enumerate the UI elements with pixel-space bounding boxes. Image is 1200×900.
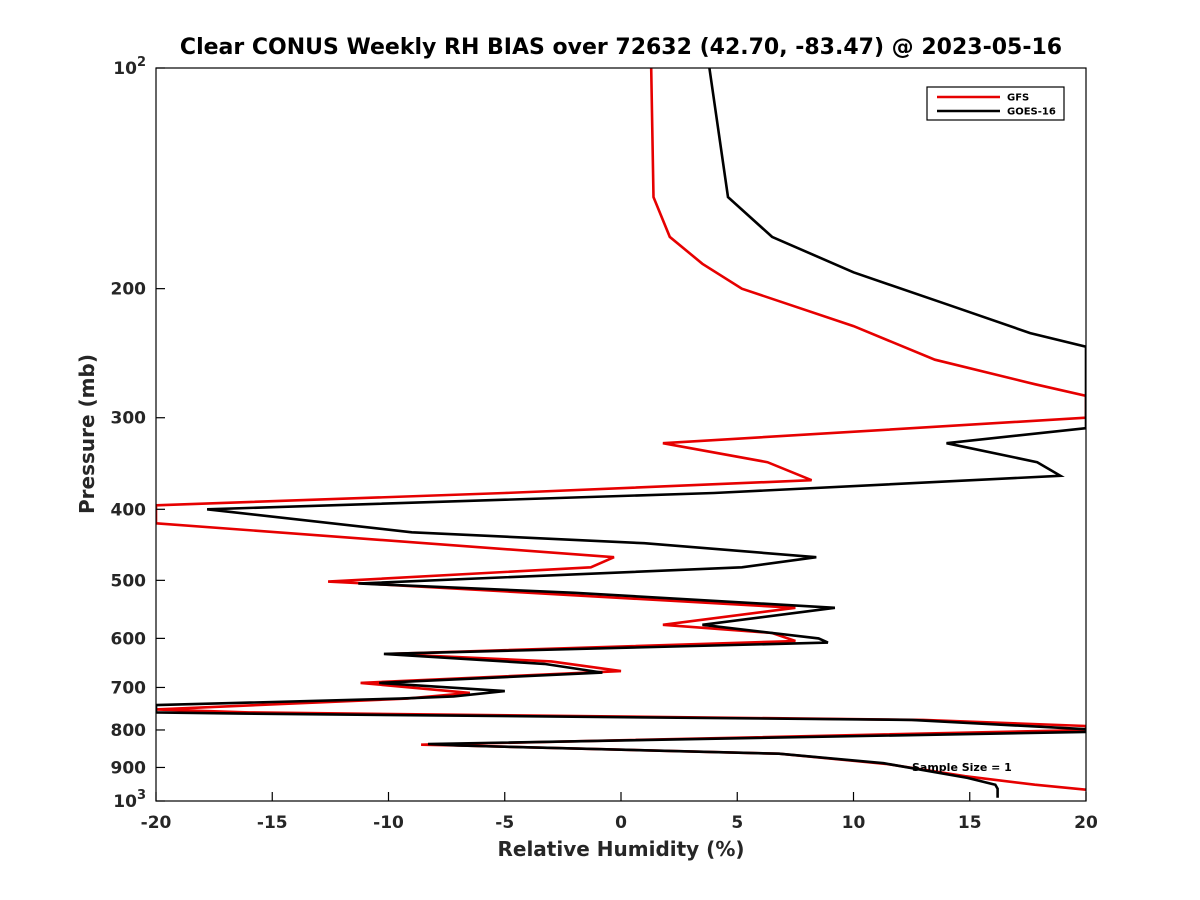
y-axis-label: Pressure (mb) bbox=[75, 354, 99, 514]
x-tick-label: -15 bbox=[257, 813, 288, 833]
legend-box bbox=[926, 86, 1065, 121]
legend-label: GFS bbox=[1007, 93, 1029, 104]
x-tick-label: 20 bbox=[1074, 813, 1098, 833]
annotation-sample-size: Sample Size = 1 bbox=[912, 761, 1012, 774]
x-axis-label: Relative Humidity (%) bbox=[497, 837, 744, 861]
y-tick-label: 900 bbox=[111, 758, 147, 778]
x-tick-label: -10 bbox=[373, 813, 404, 833]
series-line-gfs bbox=[156, 68, 1086, 791]
y-tick-label: 600 bbox=[111, 629, 147, 649]
tick-layer: -20 -15 -10 -5 0 5 10 15 20 102 200 300 400 500 600 700… bbox=[111, 55, 1098, 833]
y-tick-label: 300 bbox=[111, 409, 147, 429]
y-tick-label: 500 bbox=[111, 571, 147, 591]
legend-label: GOES-16 bbox=[1007, 107, 1056, 118]
x-tick-label: -20 bbox=[141, 813, 172, 833]
legend: GFS GOES-16 bbox=[926, 86, 1065, 121]
y-tick-label: 400 bbox=[111, 500, 147, 520]
y-tick-label: 102 bbox=[113, 55, 146, 79]
x-tick-label: 10 bbox=[842, 813, 866, 833]
x-tick-label: -5 bbox=[495, 813, 514, 833]
chart-title: Clear CONUS Weekly RH BIAS over 72632 (4… bbox=[180, 35, 1062, 60]
x-tick-label: 15 bbox=[958, 813, 982, 833]
y-tick-label: 200 bbox=[111, 280, 147, 300]
series-layer bbox=[156, 68, 1086, 798]
x-tick-label: 0 bbox=[615, 813, 627, 833]
y-tick-label: 800 bbox=[111, 721, 147, 741]
y-tick-label: 700 bbox=[111, 678, 147, 698]
series-line-goes-16 bbox=[156, 68, 1086, 798]
plot-area bbox=[155, 67, 1087, 802]
x-tick-label: 5 bbox=[731, 813, 743, 833]
y-tick-label: 103 bbox=[113, 788, 146, 812]
